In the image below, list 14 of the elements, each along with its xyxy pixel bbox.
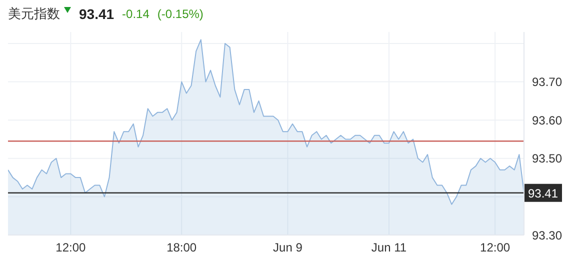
x-tick-label: Jun 11 [371,240,407,255]
ref-line-label: 93.41 [528,186,558,200]
y-tick-label: 93.50 [532,152,562,166]
text: -0.14 [122,7,150,21]
x-tick-label: 18:00 [166,240,197,255]
y-tick-label: 93.60 [532,113,562,128]
x-tick-label: Jun 9 [273,240,303,255]
text: 93.41 [79,6,114,22]
chart-title: 美元指数 [8,6,60,23]
x-tick-label: 12:00 [56,240,86,255]
x-tick-label: 12:00 [480,240,510,255]
y-tick-label: 93.70 [532,75,562,90]
text: (-0.15%) [157,7,204,21]
y-tick-label: 93.30 [532,228,562,242]
